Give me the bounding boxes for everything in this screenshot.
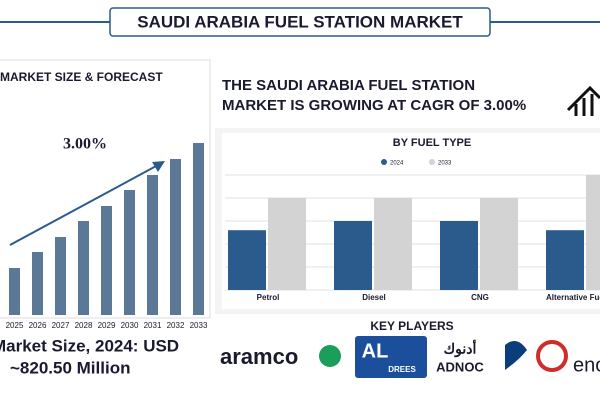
x-tick-label: 2027 xyxy=(52,321,70,330)
bar xyxy=(147,175,158,315)
bar xyxy=(440,221,478,290)
x-tick-label: 2028 xyxy=(75,321,93,330)
cagr-annotation: 3.00% xyxy=(63,136,107,153)
chart-title: BY FUEL TYPE xyxy=(393,137,471,149)
bar xyxy=(101,206,112,315)
logo-text: enoc xyxy=(573,354,600,376)
x-tick-label: 2030 xyxy=(121,321,139,330)
bar xyxy=(480,198,518,290)
x-tick-label: 2031 xyxy=(144,321,162,330)
bar xyxy=(170,159,181,315)
logo-text: DREES xyxy=(388,365,416,374)
logo-text: aramco xyxy=(220,344,298,369)
headline: MARKET IS GROWING AT CAGR OF 3.00% xyxy=(222,97,526,114)
bar xyxy=(228,230,266,290)
players-title: KEY PLAYERS xyxy=(370,319,453,333)
bar xyxy=(586,175,600,290)
house-icon xyxy=(566,85,600,116)
logo-icon xyxy=(505,341,527,370)
bar xyxy=(268,198,306,290)
legend-label: 2024 xyxy=(390,161,404,167)
bar xyxy=(374,198,412,290)
logo-icon xyxy=(536,340,568,372)
logo-text: ADNOC xyxy=(436,359,484,374)
legend-swatch xyxy=(381,159,387,165)
market-size: ~820.50 Million xyxy=(10,358,130,377)
x-tick-label: Diesel xyxy=(362,293,386,302)
bar xyxy=(124,190,135,315)
trend-arrow xyxy=(9,164,159,246)
logo-text: AL xyxy=(362,340,389,362)
bar xyxy=(32,252,43,315)
bar xyxy=(78,221,89,315)
legend-label: 2033 xyxy=(438,161,452,167)
legend-swatch xyxy=(429,159,435,165)
bar xyxy=(546,230,584,290)
x-tick-label: 2033 xyxy=(190,321,208,330)
x-tick-label: CNG xyxy=(471,293,489,302)
x-tick-label: 2026 xyxy=(29,321,47,330)
arrow-head xyxy=(152,161,165,172)
title-box xyxy=(109,7,491,37)
headline: THE SAUDI ARABIA FUEL STATION xyxy=(222,77,475,94)
market-size: Market Size, 2024: USD xyxy=(0,336,179,355)
x-tick-label: 2029 xyxy=(98,321,116,330)
logo-text: أدنوك xyxy=(444,339,477,358)
logo-box xyxy=(355,336,427,378)
chart-title: MARKET SIZE & FORECAST xyxy=(0,70,163,84)
page-title: SAUDI ARABIA FUEL STATION MARKET xyxy=(137,12,463,31)
bar xyxy=(193,143,204,315)
bar xyxy=(9,268,20,315)
x-tick-label: Petrol xyxy=(257,293,280,302)
bar xyxy=(334,221,372,290)
bar xyxy=(55,237,66,315)
x-tick-label: 2025 xyxy=(6,321,24,330)
x-tick-label: Alternative Fuels (EV Charging, Hydrogen… xyxy=(546,293,600,302)
x-tick-label: 2032 xyxy=(167,321,185,330)
logo-icon xyxy=(319,345,341,367)
